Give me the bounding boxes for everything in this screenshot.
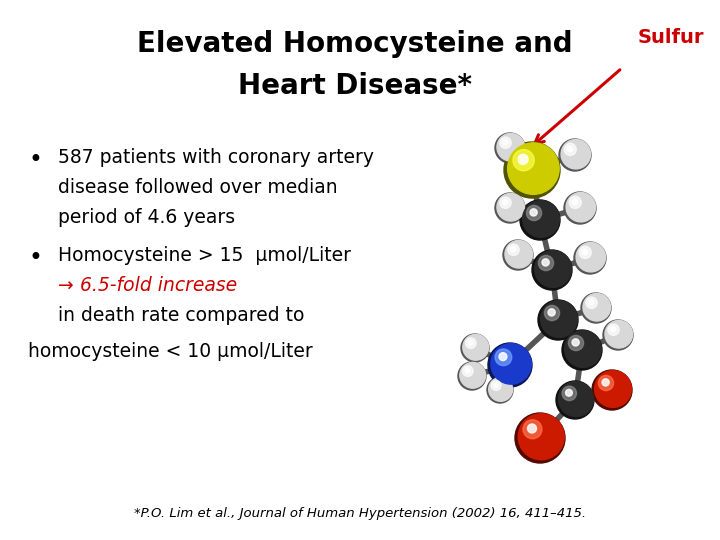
Circle shape — [497, 133, 525, 161]
Circle shape — [528, 424, 536, 433]
Circle shape — [510, 247, 516, 252]
Circle shape — [581, 293, 611, 323]
Circle shape — [539, 255, 554, 271]
Text: disease followed over median: disease followed over median — [58, 178, 338, 197]
Text: •: • — [28, 246, 42, 270]
Circle shape — [504, 142, 560, 198]
Circle shape — [466, 338, 476, 348]
Text: Heart Disease*: Heart Disease* — [238, 72, 472, 100]
Text: 587 patients with coronary artery: 587 patients with coronary artery — [58, 148, 374, 167]
Circle shape — [491, 381, 501, 390]
Circle shape — [497, 193, 525, 221]
Circle shape — [532, 250, 572, 290]
Text: in death rate compared to: in death rate compared to — [58, 306, 305, 325]
Circle shape — [564, 330, 601, 367]
Circle shape — [518, 154, 528, 164]
Circle shape — [603, 320, 633, 350]
Text: period of 4.6 years: period of 4.6 years — [58, 208, 235, 227]
Circle shape — [608, 324, 619, 335]
Circle shape — [559, 139, 591, 171]
Circle shape — [538, 300, 578, 340]
Circle shape — [586, 297, 597, 308]
Circle shape — [505, 240, 533, 268]
Circle shape — [562, 330, 602, 370]
Circle shape — [548, 309, 555, 316]
Circle shape — [503, 140, 508, 145]
Circle shape — [568, 335, 584, 350]
Circle shape — [495, 349, 512, 366]
Circle shape — [602, 379, 609, 386]
Circle shape — [595, 370, 631, 407]
Circle shape — [503, 200, 508, 205]
Circle shape — [542, 259, 549, 266]
Circle shape — [541, 301, 577, 338]
Circle shape — [500, 137, 511, 148]
Circle shape — [544, 306, 559, 321]
Circle shape — [523, 420, 542, 438]
Circle shape — [508, 143, 559, 194]
Circle shape — [576, 242, 606, 272]
Circle shape — [572, 199, 577, 205]
Circle shape — [526, 205, 541, 221]
Text: •: • — [28, 148, 42, 172]
Circle shape — [489, 377, 513, 401]
Circle shape — [460, 362, 485, 388]
Circle shape — [523, 200, 559, 238]
Circle shape — [462, 366, 473, 376]
Circle shape — [488, 343, 532, 387]
Circle shape — [487, 377, 513, 403]
Text: *P.O. Lim et al., Journal of Human Hypertension (2002) 16, 411–415.: *P.O. Lim et al., Journal of Human Hyper… — [134, 507, 586, 520]
Circle shape — [598, 375, 613, 390]
Circle shape — [579, 246, 591, 259]
Circle shape — [495, 193, 525, 223]
Circle shape — [513, 150, 534, 171]
Circle shape — [588, 300, 594, 305]
Circle shape — [566, 192, 595, 222]
Text: homocysteine < 10 μmol/Liter: homocysteine < 10 μmol/Liter — [28, 342, 312, 361]
Circle shape — [567, 146, 573, 152]
Text: Homocysteine > 15  μmol/Liter: Homocysteine > 15 μmol/Liter — [58, 246, 351, 265]
Circle shape — [465, 368, 470, 373]
Circle shape — [468, 340, 473, 345]
Circle shape — [534, 251, 572, 287]
Circle shape — [561, 139, 590, 169]
Circle shape — [562, 386, 577, 401]
Circle shape — [493, 383, 498, 387]
Circle shape — [572, 339, 579, 346]
Circle shape — [556, 381, 594, 419]
Circle shape — [592, 370, 632, 410]
Circle shape — [515, 413, 565, 463]
Circle shape — [583, 293, 611, 321]
Circle shape — [565, 389, 572, 396]
Text: →: → — [58, 276, 80, 295]
Text: Elevated Homocysteine and: Elevated Homocysteine and — [138, 30, 573, 58]
Circle shape — [518, 414, 564, 460]
Circle shape — [463, 334, 489, 360]
Circle shape — [503, 240, 533, 270]
Text: Sulfur: Sulfur — [638, 28, 704, 47]
Circle shape — [530, 209, 537, 216]
Text: 6.5-fold increase: 6.5-fold increase — [80, 276, 237, 295]
Circle shape — [611, 327, 616, 332]
Circle shape — [582, 249, 588, 255]
Circle shape — [559, 382, 593, 416]
Circle shape — [605, 320, 633, 348]
Circle shape — [499, 353, 507, 361]
Circle shape — [495, 133, 525, 163]
Circle shape — [458, 362, 486, 390]
Circle shape — [569, 197, 581, 208]
Circle shape — [461, 334, 489, 362]
Circle shape — [508, 244, 519, 255]
Circle shape — [564, 143, 576, 156]
Circle shape — [491, 343, 531, 384]
Circle shape — [574, 242, 606, 274]
Circle shape — [520, 200, 560, 240]
Circle shape — [500, 197, 511, 208]
Circle shape — [564, 192, 596, 224]
